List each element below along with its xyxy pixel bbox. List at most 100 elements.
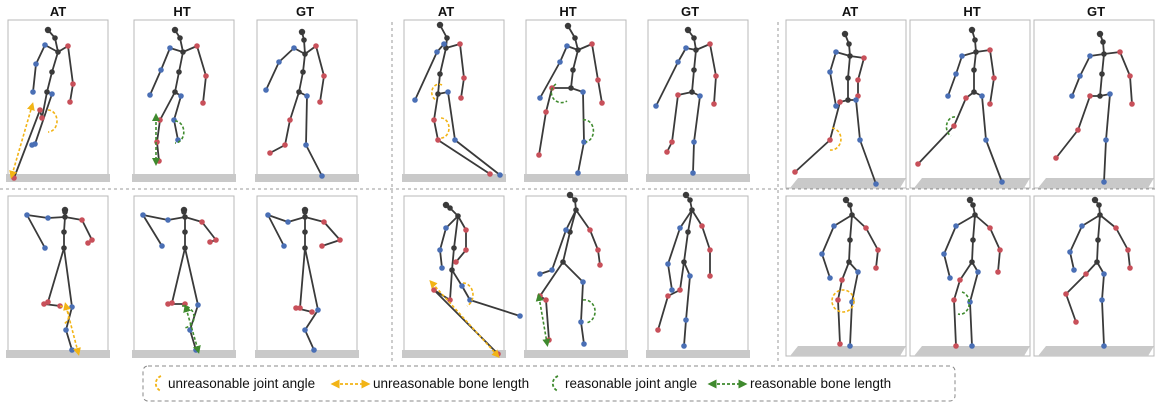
skeleton-bone [278,47,295,63]
skeleton-bone [692,141,695,174]
skeleton-joint [457,41,463,47]
skeleton-joint [55,49,61,55]
skeleton [655,191,713,349]
reasonable-angle-arc [957,291,970,316]
skeleton-joint [463,247,469,253]
skeleton-joint [970,237,976,243]
skeleton-joint [669,139,675,145]
skeleton-bone [26,214,49,219]
skeleton-joint [52,35,58,41]
skeleton-bone [597,79,603,104]
skeleton-joint [580,89,586,95]
skeleton-bone [41,91,48,119]
skeleton-bone [47,216,66,219]
skeleton-joint [1087,53,1093,59]
skeleton-joint [172,89,178,95]
header-ht-3: HT [963,4,980,19]
skeleton-joint [1077,73,1083,79]
skeleton-joint [1100,39,1106,45]
skeleton-bone [667,263,673,291]
skeleton-bone [460,77,465,99]
skeleton-bone [855,99,861,141]
skeleton-bone [713,75,717,105]
skeleton-bone [67,45,74,85]
skeleton-joint [156,158,162,164]
skeleton-bone [570,69,574,89]
skeleton-bone [1071,75,1081,97]
skeleton-joint [685,229,691,235]
skeleton [941,196,1003,349]
skeleton-joint [967,299,973,305]
skeleton-bone [955,214,976,227]
skeleton-bone [701,225,711,251]
skeleton-joint [41,301,47,307]
skeleton-bone [305,95,308,146]
skeleton-joint [180,49,186,55]
skeleton-bone [449,269,453,301]
skeleton-bone [572,49,579,71]
skeleton-joint [983,137,989,143]
skeleton-joint [689,89,695,95]
skeleton-joint [302,245,308,251]
unreasonable-angle-arc [440,117,450,139]
header-gt-2: GT [681,4,699,19]
skeleton-joint [67,99,73,105]
skeleton-bone [1077,95,1091,131]
skeleton-joint [453,259,459,265]
skeleton-joint [311,347,317,353]
header-at-3: AT [842,4,858,19]
skeleton-joint [1073,319,1079,325]
skeleton-joint [79,217,85,223]
skeleton-joint [970,202,976,208]
skeleton-bone [305,144,323,177]
skeleton-joint [845,75,851,81]
skeleton-bone [451,269,463,287]
skeleton [140,206,219,353]
skeleton-bone [655,61,679,107]
skeleton-joint [549,267,555,273]
skeleton-joint [69,347,75,353]
skeleton-bone [1096,239,1099,263]
skeleton-joint [681,343,687,349]
skeleton-bone [159,91,176,121]
skeleton-bone [459,43,465,79]
skeleton-joint [157,117,163,123]
reasonable-angle-arc [582,119,595,143]
skeleton-joint [953,71,959,77]
skeleton-joint [675,59,681,65]
skeleton-joint [207,239,213,245]
skeleton-bone [315,45,325,77]
skeleton-bone [1127,249,1131,269]
skeleton-joint [1067,249,1073,255]
skeleton-bone [709,43,717,77]
skeleton-joint [319,243,325,249]
skeleton-joint [849,212,855,218]
skeleton-bone [1105,93,1111,141]
skeleton-joint [947,275,953,281]
skeleton-bone [51,51,59,73]
skeleton-bone [943,253,951,279]
skeleton-bone [1101,53,1105,75]
skeleton-bone [973,51,977,71]
skeleton-bone [821,253,831,279]
skeleton-joint [203,73,209,79]
skeleton-joint [159,243,165,249]
skeleton-bone [969,301,973,347]
skeleton-joint [1096,30,1104,38]
skeleton-bone [875,249,879,269]
skeleton-joint [182,214,188,220]
skeleton-bone [433,119,439,141]
skeleton-joint [293,305,299,311]
skeleton-joint [575,170,581,176]
header-at-1: AT [50,4,66,19]
skeleton-bone [445,215,459,229]
skeleton-joint [437,71,443,77]
skeleton-joint [560,259,566,265]
skeleton-joint [557,59,563,65]
skeleton-joint [65,43,71,49]
skeleton-joint [707,247,713,253]
skeleton-bone [289,91,300,121]
skeleton-joint [987,225,993,231]
skeleton-joint [677,225,683,231]
unreasonable-length-arrow [9,102,35,179]
